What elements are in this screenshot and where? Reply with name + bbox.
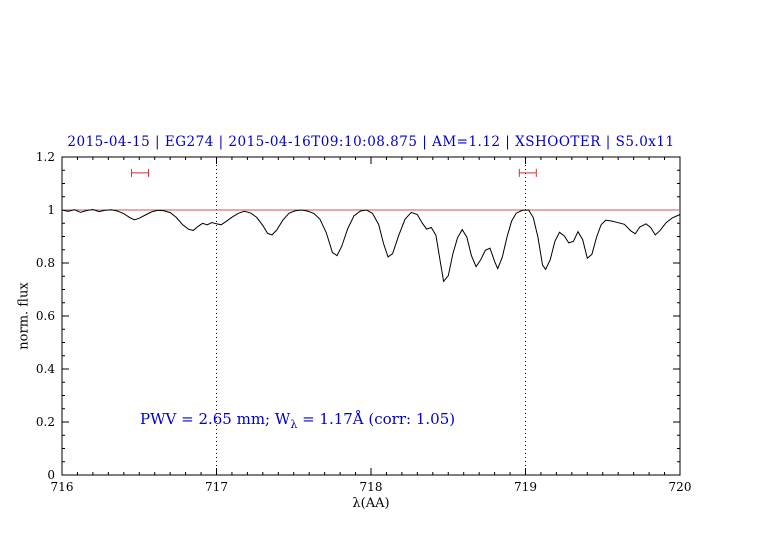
x-tick-label: 716 [51, 480, 74, 494]
x-axis-label: λ(AA) [352, 496, 390, 511]
y-tick-label: 0.8 [36, 256, 55, 270]
y-tick-label: 1.2 [36, 150, 55, 164]
spectrum-line [61, 208, 681, 283]
x-tick-label: 718 [360, 480, 383, 494]
plot-title: 2015-04-15 | EG274 | 2015-04-16T09:10:08… [67, 134, 675, 150]
y-tick-label: 0.2 [36, 415, 55, 429]
x-tick-label: 719 [514, 480, 537, 494]
annotation-text-suffix: = 1.17Å (corr: 1.05) [297, 410, 456, 428]
pwv-annotation: PWV = 2.65 mm; Wλ = 1.17Å (corr: 1.05) [140, 410, 455, 431]
y-tick-label: 0 [47, 468, 55, 482]
x-tick-label: 717 [205, 480, 228, 494]
y-tick-label: 0.4 [36, 362, 55, 376]
annotation-text-prefix: PWV = 2.65 mm; W [140, 410, 291, 428]
y-tick-label: 1 [47, 203, 55, 217]
x-tick-label: 720 [669, 480, 692, 494]
y-tick-label: 0.6 [36, 309, 55, 323]
annotation-lambda-subscript: λ [290, 418, 298, 431]
